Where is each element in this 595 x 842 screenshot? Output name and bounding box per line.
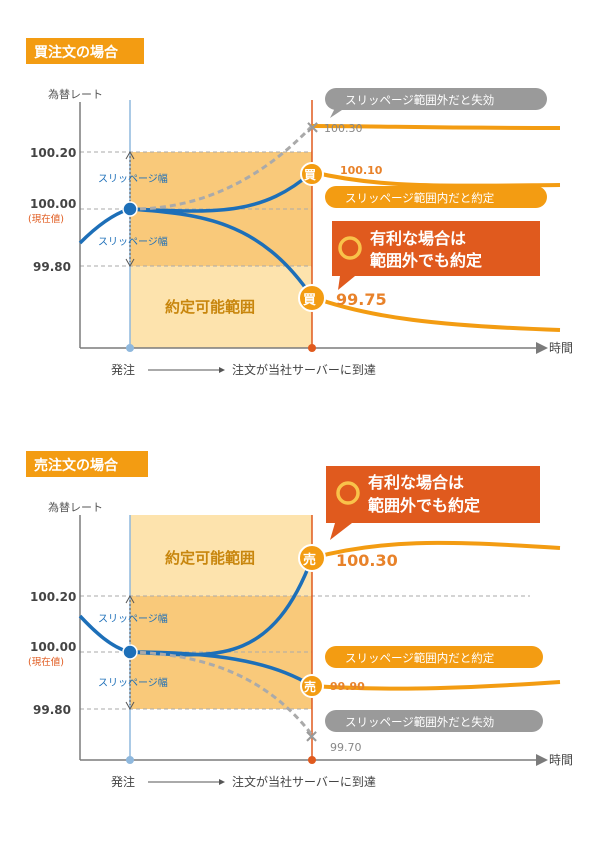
buy-x-axis-label: 時間 <box>549 341 573 355</box>
buy-slippage-label-lower: スリッページ幅 <box>98 235 168 248</box>
buy-tick-center-note: (現在値) <box>28 213 64 225</box>
buy-ok-box <box>325 186 547 208</box>
buy-fav-badge <box>298 284 326 312</box>
sell-fav-price: 100.30 <box>336 551 398 570</box>
buy-order-label: 発注 <box>111 362 135 377</box>
buy-ok-text: スリッページ範囲内だと約定 <box>345 191 495 205</box>
buy-circle-icon <box>338 236 362 260</box>
sell-path-lower <box>129 650 313 688</box>
sell-title: 売注文の場合 <box>34 457 119 474</box>
sell-ok-box <box>325 646 543 668</box>
buy-callout-line2: 範囲外でも約定 <box>369 251 482 270</box>
buy-fav-badge-text: 買 <box>303 293 316 308</box>
sell-ok-badge-text: 売 <box>304 679 316 694</box>
buy-fail-x-icon: × <box>305 117 320 138</box>
sell-section: 売注文の場合 為替レート 時間 100.20 100.00 (現在値) 99.8… <box>26 451 573 789</box>
buy-path-fail <box>129 124 314 211</box>
buy-fail-box <box>325 88 547 110</box>
buy-y-axis-label: 為替レート <box>48 87 103 101</box>
buy-title: 買注文の場合 <box>34 44 119 61</box>
buy-callout-line1: 有利な場合は <box>370 229 466 248</box>
buy-order-point <box>122 201 138 217</box>
sell-callout-line2: 範囲外でも約定 <box>367 496 480 515</box>
sell-ok-price: 99.90 <box>330 680 365 693</box>
sell-circle-icon <box>336 481 360 505</box>
buy-favorable-callout <box>332 221 540 276</box>
buy-path-lower <box>129 207 314 298</box>
buy-tick-upper: 100.20 <box>30 146 76 160</box>
buy-ok-badge <box>300 162 324 186</box>
buy-tick-lower: 99.80 <box>33 260 71 274</box>
sell-ok-badge <box>300 674 324 698</box>
sell-slippage-label-upper: スリッページ幅 <box>98 612 168 625</box>
sell-callout-line1: 有利な場合は <box>368 473 464 492</box>
sell-zone-label: 約定可能範囲 <box>165 549 255 567</box>
sell-x-axis-label: 時間 <box>549 753 573 767</box>
buy-arrival-label: 注文が当社サーバーに到達 <box>232 362 376 377</box>
buy-ok-price: 100.10 <box>340 164 383 177</box>
sell-fail-box <box>325 710 543 732</box>
sell-tick-upper: 100.20 <box>30 590 76 604</box>
sell-title-badge <box>26 451 148 477</box>
sell-order-label: 発注 <box>111 774 135 789</box>
buy-zone-label: 約定可能範囲 <box>165 298 255 316</box>
sell-favorable-callout <box>326 466 540 523</box>
buy-fail-text: スリッページ範囲外だと失効 <box>345 93 494 107</box>
sell-tick-center-note: (現在値) <box>28 656 64 668</box>
sell-fav-badge-text: 売 <box>303 552 316 568</box>
sell-ok-text: スリッページ範囲内だと約定 <box>345 651 495 665</box>
sell-slippage-label-lower: スリッページ幅 <box>98 676 168 689</box>
sell-order-point <box>122 644 138 660</box>
buy-title-badge <box>26 38 144 64</box>
sell-path-fail <box>129 650 314 736</box>
sell-fail-price: 99.70 <box>330 741 362 754</box>
buy-ok-badge-text: 買 <box>304 168 316 182</box>
sell-tick-center: 100.00 <box>30 640 76 654</box>
buy-slippage-label-upper: スリッページ幅 <box>98 172 168 185</box>
sell-arrival-label: 注文が当社サーバーに到達 <box>232 774 376 789</box>
buy-tick-center: 100.00 <box>30 197 76 211</box>
sell-y-axis-label: 為替レート <box>48 500 103 514</box>
sell-fav-badge <box>298 544 326 572</box>
buy-fav-price: 99.75 <box>336 290 387 309</box>
sell-fail-text: スリッページ範囲外だと失効 <box>345 715 494 729</box>
sell-fail-x-icon: × <box>304 726 319 747</box>
buy-section: 買注文の場合 為替レート 時間 100.20 100.00 (現在値) 99.8… <box>26 38 573 377</box>
buy-fail-price: 100.30 <box>324 122 363 135</box>
sell-tick-lower: 99.80 <box>33 703 71 717</box>
